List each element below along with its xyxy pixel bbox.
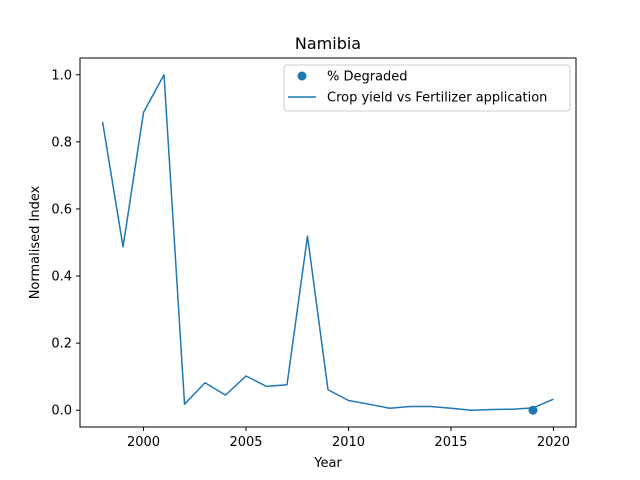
legend-label-degraded: % Degraded	[327, 70, 408, 85]
legend-box	[283, 64, 571, 112]
x-tick-label-2020: 2020	[537, 435, 570, 450]
x-tick-label-2000: 2000	[127, 435, 160, 450]
x-tick-label-2010: 2010	[332, 435, 365, 450]
y-tick-label-0.6: 0.6	[51, 202, 72, 217]
y-tick-label-0.0: 0.0	[51, 404, 72, 419]
y-axis-label: Normalised Index	[28, 185, 43, 299]
x-axis-ticks: 2000 2005 2010 2015 2020	[127, 427, 570, 450]
y-tick-label-0.8: 0.8	[51, 135, 72, 150]
x-axis-label: Year	[313, 456, 342, 471]
plot-frame	[79, 57, 577, 428]
y-tick-label-0.2: 0.2	[51, 337, 72, 352]
y-tick-label-0.4: 0.4	[51, 270, 72, 285]
x-tick-label-2005: 2005	[229, 435, 262, 450]
y-tick-label-1.0: 1.0	[51, 68, 72, 83]
legend: % Degraded Crop yield vs Fertilizer appl…	[283, 64, 571, 112]
plot-layer	[101, 74, 554, 415]
y-axis-ticks: 0.0 0.2 0.4 0.6 0.8 1.0	[51, 68, 80, 419]
series-line-crop-yield	[101, 74, 554, 411]
chart-title: Namibia	[295, 34, 361, 53]
legend-marker-degraded	[297, 71, 307, 81]
legend-label-crop-yield: Crop yield vs Fertilizer application	[327, 91, 547, 106]
x-tick-label-2015: 2015	[434, 435, 467, 450]
